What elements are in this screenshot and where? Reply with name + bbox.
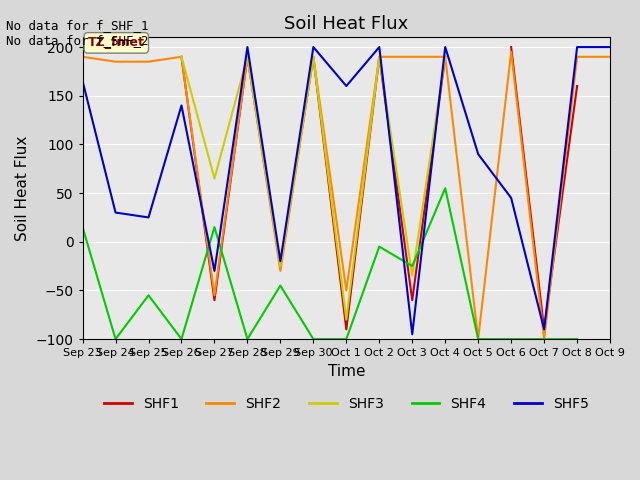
Text: No data for f_SHF_1
No data for f_SHF_2: No data for f_SHF_1 No data for f_SHF_2	[6, 19, 149, 47]
Y-axis label: Soil Heat Flux: Soil Heat Flux	[15, 135, 30, 241]
Legend: SHF1, SHF2, SHF3, SHF4, SHF5: SHF1, SHF2, SHF3, SHF4, SHF5	[98, 391, 595, 417]
Text: TZ_fmet: TZ_fmet	[88, 36, 145, 49]
Title: Soil Heat Flux: Soil Heat Flux	[284, 15, 408, 33]
X-axis label: Time: Time	[328, 364, 365, 379]
